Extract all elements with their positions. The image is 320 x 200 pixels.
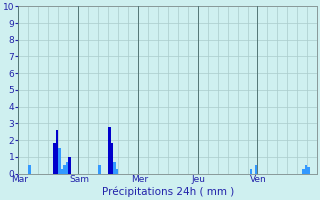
Bar [305, 165, 307, 174]
Bar [307, 167, 310, 174]
Bar [113, 162, 116, 174]
Bar [28, 165, 31, 174]
Bar [66, 162, 68, 174]
Bar [58, 148, 61, 174]
Bar [111, 143, 113, 174]
X-axis label: Précipitations 24h ( mm ): Précipitations 24h ( mm ) [102, 187, 234, 197]
Bar [61, 169, 63, 174]
Bar [108, 127, 111, 174]
Bar [63, 165, 66, 174]
Bar [56, 130, 58, 174]
Bar [53, 143, 56, 174]
Bar [255, 165, 258, 174]
Bar [250, 169, 252, 174]
Bar [68, 157, 71, 174]
Bar [116, 169, 118, 174]
Bar [302, 169, 305, 174]
Bar [98, 165, 100, 174]
